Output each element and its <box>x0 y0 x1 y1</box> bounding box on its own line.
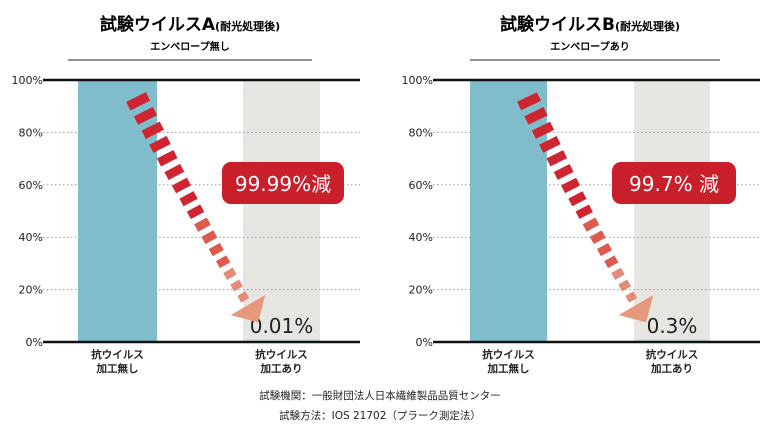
chart-a-ytick-label: 0% <box>26 336 43 349</box>
chart-a-ytick-label: 80% <box>19 126 43 139</box>
chart-b-arrow-segment <box>553 164 574 180</box>
chart-a-arrow-segment <box>215 255 231 269</box>
chart-b-title-text: 試験ウイルスB <box>500 14 615 35</box>
chart-virus-b: 試験ウイルスB(耐光処理後) エンベロープあり 0% 20% 40% 60% 80% 10… <box>380 0 760 380</box>
chart-b-title-note: (耐光処理後) <box>615 19 680 33</box>
chart-b-arrow-segment <box>524 107 548 125</box>
chart-b-arrow-segment <box>625 291 638 303</box>
chart-b-arrow-segment <box>561 177 581 194</box>
chart-b-ytick-label: 20% <box>409 284 433 297</box>
chart-b-arrow-segment <box>546 150 568 167</box>
chart-b-value-label: 0.3% <box>647 314 698 338</box>
chart-b-ytick-label: 0% <box>416 336 433 349</box>
chart-b-category-line: 加工あり <box>650 362 693 375</box>
chart-a-category-label: 抗ウイルス加工無し <box>91 348 144 375</box>
chart-a-arrow-segment <box>171 177 191 194</box>
chart-a-plot: 0%20%40%60%80%100%抗ウイルス加工無し抗ウイルス加工あり0.01… <box>12 74 360 375</box>
chart-a-arrow-segment <box>126 92 151 111</box>
chart-b-arrow-segment <box>575 204 593 220</box>
chart-virus-a: 試験ウイルスA(耐光処理後) エンベロープ無し 0% 20% 40% 60% 80% 10… <box>0 0 380 380</box>
chart-a-bar-bg-treated <box>243 80 320 342</box>
chart-a-title-note: (耐光処理後) <box>215 19 280 33</box>
chart-a-title: 試験ウイルスA(耐光処理後) <box>100 14 280 35</box>
chart-a-reduction-label: 99.99%減 <box>235 172 331 196</box>
chart-a-category-line: 加工あり <box>260 362 303 375</box>
chart-b-ytick-label: 100% <box>402 74 433 87</box>
chart-a-category-label: 抗ウイルス加工あり <box>255 348 308 375</box>
chart-b-plot: 0%20%40%60%80%100%抗ウイルス加工無し抗ウイルス加工あり0.3%… <box>402 74 760 375</box>
chart-a-arrow-segment <box>149 135 171 153</box>
chart-b-arrow-segment <box>597 242 613 257</box>
footer-test-method: 試験方法：IOS 21702（プラーク測定法） <box>279 410 481 422</box>
footer-test-institution: 試験機関：一般財団法人日本繊維製品品質センター <box>259 390 501 402</box>
chart-b-arrow-head <box>618 294 654 323</box>
chart-b-arrow-segment <box>539 135 561 153</box>
chart-b-category-line: 抗ウイルス <box>646 348 699 361</box>
chart-b-ytick-label: 40% <box>409 231 433 244</box>
chart-a-arrow-segment <box>230 279 243 292</box>
chart-a-subtitle: エンベロープ無し <box>150 40 229 53</box>
chart-b-ytick-label: 80% <box>409 126 433 139</box>
chart-b-arrow-segment <box>531 121 555 139</box>
chart-b-bar-treated <box>634 339 710 342</box>
chart-b-category-label: 抗ウイルス加工無し <box>482 348 535 375</box>
chart-a-category-line: 抗ウイルス <box>255 348 308 361</box>
chart-b-ytick-label: 60% <box>409 179 433 192</box>
chart-a-ytick-label: 60% <box>19 179 43 192</box>
chart-a-bar-treated <box>243 339 320 342</box>
chart-b-arrow-segment <box>517 92 541 111</box>
chart-a-arrow-segment <box>201 230 218 245</box>
chart-a-ytick-label: 20% <box>19 284 43 297</box>
chart-b-category-line: 抗ウイルス <box>482 348 535 361</box>
chart-b-arrow-segment <box>582 217 600 232</box>
chart-a-reduction-badge <box>222 162 344 204</box>
chart-b-svg: 試験ウイルスB(耐光処理後) エンベロープあり 0% 20% 40% 60% 80% 10… <box>402 14 760 375</box>
chart-a-arrow-segment <box>186 204 205 220</box>
chart-b-category-label: 抗ウイルス加工あり <box>646 348 699 375</box>
chart-b-category-line: 加工無し <box>487 362 530 375</box>
chart-a-svg: 試験ウイルスA(耐光処理後) エンベロープ無し 0% 20% 40% 60% 80% 10… <box>12 14 360 375</box>
chart-b-arrow-segment <box>618 279 631 292</box>
chart-a-ytick-label: 40% <box>19 231 43 244</box>
chart-a-arrow-segment <box>156 149 178 167</box>
chart-b-bar-bg-treated <box>634 80 710 342</box>
chart-a-arrow-segment <box>179 191 198 207</box>
chart-b-arrow-segment <box>589 230 606 245</box>
chart-a-title-text: 試験ウイルスA <box>100 14 216 35</box>
chart-a-category-line: 加工無し <box>96 362 139 375</box>
chart-b-bar-untreated <box>470 80 547 342</box>
chart-b-reduction-label: 99.7% 減 <box>629 172 719 196</box>
chart-a-arrow-head <box>230 294 266 323</box>
chart-a-arrow-segment <box>194 217 211 232</box>
chart-b-arrow-segment <box>604 255 619 269</box>
chart-a-arrow-segment <box>223 267 237 280</box>
chart-b-title: 試験ウイルスB(耐光処理後) <box>500 14 680 35</box>
chart-b-subtitle: エンベロープあり <box>550 40 629 53</box>
chart-a-arrow-segment <box>237 291 250 303</box>
chart-a-ytick-label: 100% <box>12 74 43 87</box>
chart-a-arrow-segment <box>133 106 158 125</box>
chart-a-category-line: 抗ウイルス <box>91 348 144 361</box>
chart-a-arrow-segment <box>208 242 224 257</box>
chart-b-arrow-segment <box>568 191 587 207</box>
chart-a-arrow-segment <box>141 121 164 139</box>
chart-a-value-label: 0.01% <box>250 314 314 338</box>
chart-b-arrow-segment <box>611 267 625 280</box>
chart-a-arrow-segment <box>164 163 185 181</box>
chart-b-reduction-badge <box>612 162 736 204</box>
chart-a-bar-untreated <box>78 80 157 342</box>
